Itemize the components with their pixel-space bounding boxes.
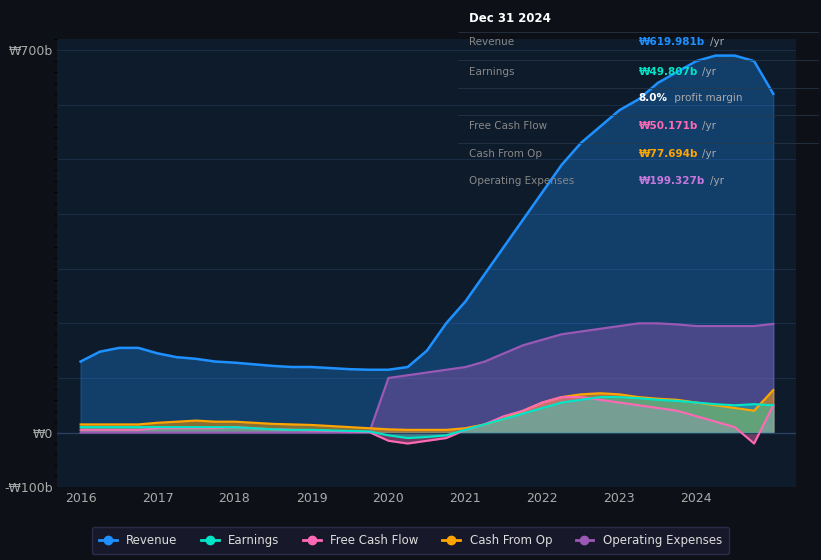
- Text: /yr: /yr: [710, 37, 724, 47]
- Text: ₩77.694b: ₩77.694b: [639, 150, 698, 159]
- Text: /yr: /yr: [710, 176, 724, 186]
- Text: /yr: /yr: [702, 67, 716, 77]
- Text: /yr: /yr: [702, 150, 716, 159]
- Text: Operating Expenses: Operating Expenses: [469, 176, 574, 186]
- Text: /yr: /yr: [702, 121, 716, 131]
- Text: ₩199.327b: ₩199.327b: [639, 176, 705, 186]
- Text: Earnings: Earnings: [469, 67, 515, 77]
- Legend: Revenue, Earnings, Free Cash Flow, Cash From Op, Operating Expenses: Revenue, Earnings, Free Cash Flow, Cash …: [92, 527, 729, 554]
- Text: ₩49.807b: ₩49.807b: [639, 67, 698, 77]
- Text: Dec 31 2024: Dec 31 2024: [469, 12, 551, 25]
- Text: ₩50.171b: ₩50.171b: [639, 121, 698, 131]
- Text: Free Cash Flow: Free Cash Flow: [469, 121, 547, 131]
- Text: ₩619.981b: ₩619.981b: [639, 37, 705, 47]
- Text: 8.0%: 8.0%: [639, 93, 667, 103]
- Text: Cash From Op: Cash From Op: [469, 150, 542, 159]
- Text: Revenue: Revenue: [469, 37, 514, 47]
- Text: profit margin: profit margin: [671, 93, 742, 103]
